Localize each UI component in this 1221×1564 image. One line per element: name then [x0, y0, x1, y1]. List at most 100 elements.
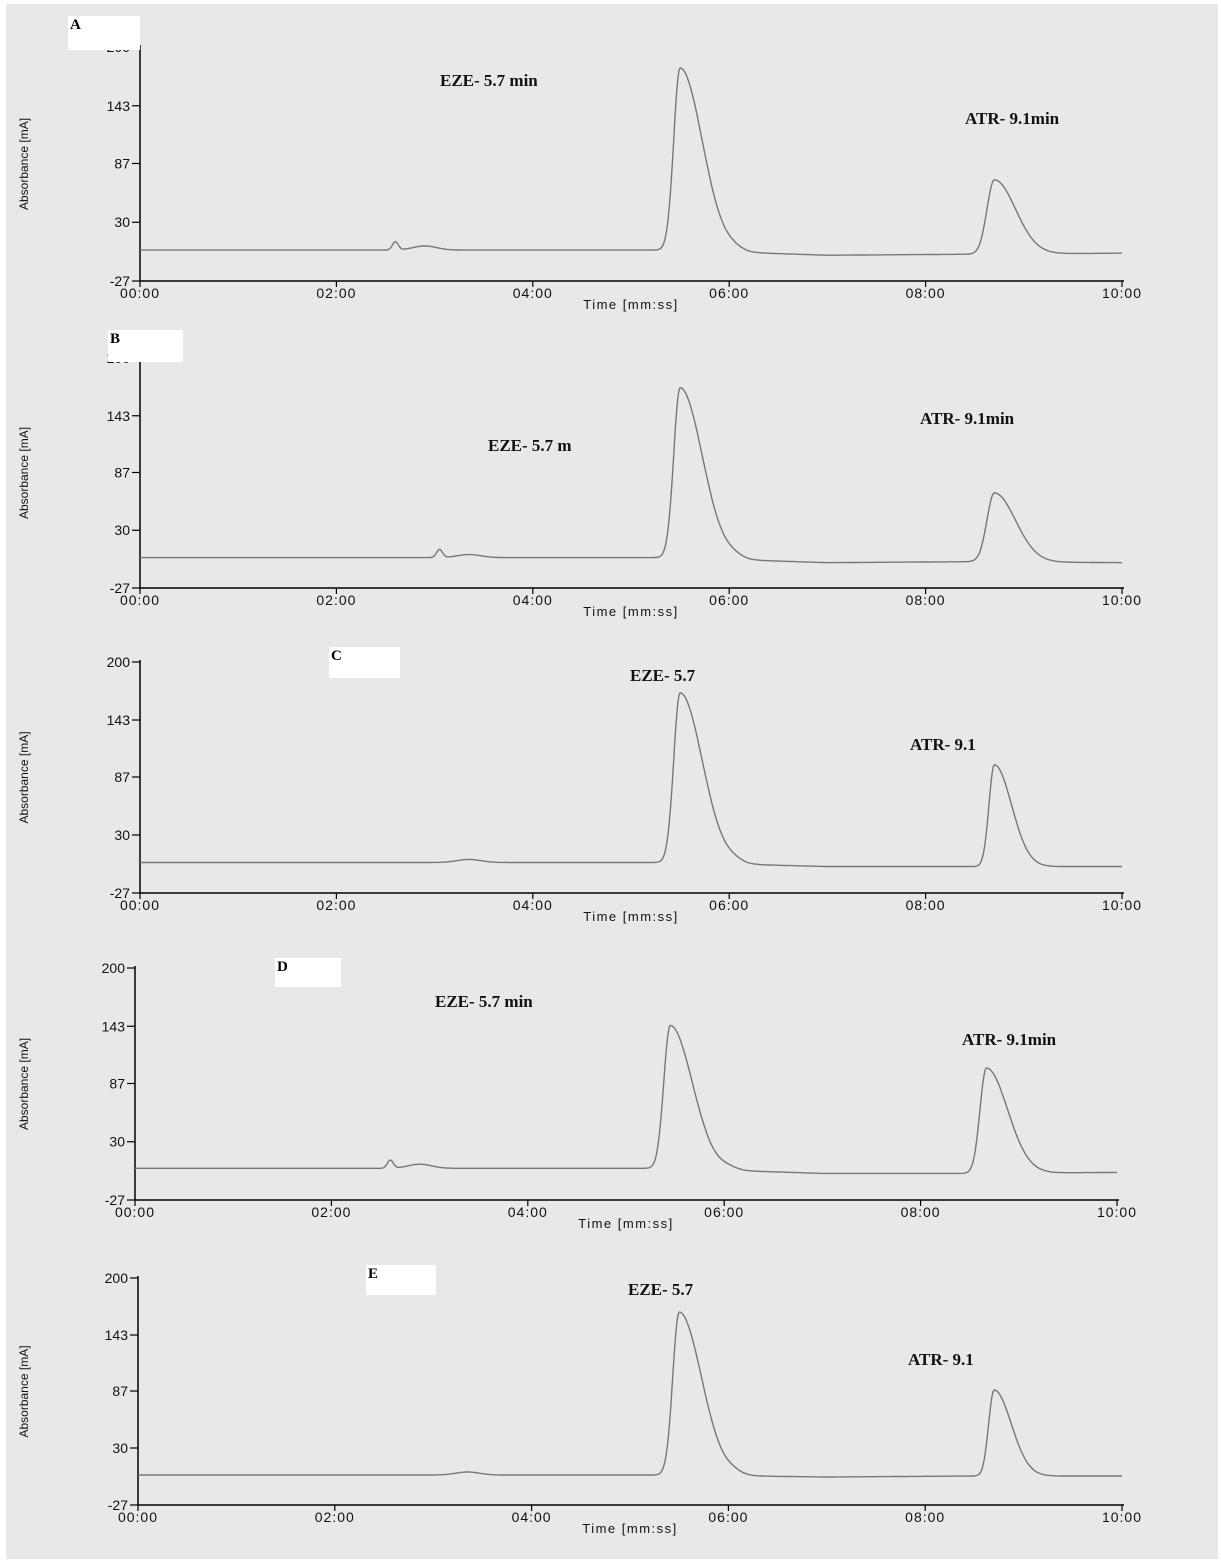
y-tick-label: 87 [109, 1075, 125, 1091]
y-tick-label: 87 [112, 1383, 128, 1399]
y-axis-label: Absorbance [mA] [17, 1038, 31, 1130]
y-tick-label: 200 [105, 1270, 129, 1286]
chromatogram-figure: 2001438730-2700:0002:0004:0006:0008:0010… [6, 4, 1218, 1559]
x-tick-label: 02:00 [315, 1509, 355, 1525]
x-axis-label: Time [mm:ss] [582, 1521, 678, 1536]
y-tick-label: -27 [108, 1497, 128, 1513]
panel-letter: C [331, 648, 342, 664]
panel-letter: E [368, 1266, 378, 1282]
x-tick-label: 06:00 [709, 285, 749, 301]
y-tick-label: 200 [102, 960, 126, 976]
x-tick-label: 08:00 [906, 285, 946, 301]
peak-annotation-atr: ATR- 9.1min [962, 1030, 1057, 1049]
y-tick-label: 143 [107, 98, 131, 114]
x-tick-label: 00:00 [120, 592, 160, 608]
panel-label-box [366, 1265, 436, 1295]
x-tick-label: 10:00 [1102, 1509, 1142, 1525]
x-tick-label: 06:00 [709, 592, 749, 608]
peak-annotation-atr: ATR- 9.1min [920, 409, 1015, 428]
y-tick-label: 30 [109, 1134, 125, 1150]
x-tick-label: 00:00 [118, 1509, 158, 1525]
y-tick-label: 30 [114, 214, 130, 230]
x-axis-label: Time [mm:ss] [583, 604, 679, 619]
y-axis-label: Absorbance [mA] [17, 1345, 31, 1437]
peak-apex-atr [993, 764, 995, 766]
peak-apex-eze [679, 387, 681, 389]
panel-label-box [329, 647, 400, 678]
x-tick-label: 06:00 [704, 1204, 744, 1220]
y-tick-label: 30 [114, 522, 130, 538]
x-tick-label: 04:00 [513, 592, 553, 608]
x-tick-label: 04:00 [513, 285, 553, 301]
x-axis-label: Time [mm:ss] [578, 1216, 674, 1231]
x-tick-label: 06:00 [709, 897, 749, 913]
y-tick-label: -27 [105, 1192, 125, 1208]
x-tick-label: 04:00 [508, 1204, 548, 1220]
x-tick-label: 02:00 [316, 285, 356, 301]
peak-annotation-eze: EZE- 5.7 min [440, 71, 538, 90]
x-tick-label: 08:00 [906, 897, 946, 913]
x-tick-label: 00:00 [120, 897, 160, 913]
y-tick-label: -27 [110, 273, 130, 289]
absorbance-trace [140, 386, 1122, 564]
x-tick-label: 06:00 [708, 1509, 748, 1525]
peak-apex-atr [985, 1067, 987, 1069]
y-tick-label: 30 [112, 1440, 128, 1456]
x-tick-label: 10:00 [1102, 285, 1142, 301]
peak-apex-eze [669, 1024, 671, 1026]
peak-apex-atr [993, 1389, 995, 1391]
y-tick-label: 30 [114, 827, 130, 843]
peak-annotation-eze: EZE- 5.7 min [435, 992, 533, 1011]
absorbance-trace [135, 1024, 1117, 1175]
x-tick-label: 02:00 [316, 897, 356, 913]
y-tick-label: 143 [107, 408, 131, 424]
x-tick-label: 00:00 [120, 285, 160, 301]
y-tick-label: 200 [107, 654, 131, 670]
chromatogram-panel-b: 2001438730-2700:0002:0004:0006:0008:0010… [17, 330, 1142, 619]
peak-apex-atr [993, 492, 995, 494]
panel-label-box [108, 330, 183, 362]
peak-annotation-atr: ATR- 9.1 [910, 735, 976, 754]
x-axis-label: Time [mm:ss] [583, 297, 679, 312]
absorbance-trace [140, 67, 1122, 256]
x-tick-label: 02:00 [311, 1204, 351, 1220]
y-tick-label: -27 [110, 885, 130, 901]
panel-label-box [68, 16, 140, 50]
chromatogram-svg: 2001438730-2700:0002:0004:0006:0008:0010… [17, 16, 1142, 1536]
peak-annotation-eze: EZE- 5.7 m [488, 436, 572, 455]
x-tick-label: 04:00 [513, 897, 553, 913]
absorbance-trace [140, 692, 1122, 868]
peak-annotation-atr: ATR- 9.1min [965, 109, 1060, 128]
x-tick-label: 10:00 [1097, 1204, 1137, 1220]
y-tick-label: 143 [102, 1018, 126, 1034]
x-axis-label: Time [mm:ss] [583, 909, 679, 924]
panel-letter: D [277, 959, 288, 975]
peak-annotation-eze: EZE- 5.7 [630, 666, 696, 685]
y-axis-label: Absorbance [mA] [17, 118, 31, 210]
x-tick-label: 04:00 [512, 1509, 552, 1525]
y-tick-label: 87 [114, 769, 130, 785]
peak-apex-atr [993, 179, 995, 181]
panel-letter: A [70, 17, 81, 33]
peak-annotation-eze: EZE- 5.7 [628, 1280, 694, 1299]
peak-apex-eze [679, 67, 681, 69]
chromatogram-panel-a: 2001438730-2700:0002:0004:0006:0008:0010… [17, 16, 1142, 312]
panel-label-box [275, 958, 341, 987]
absorbance-trace [138, 1311, 1122, 1478]
y-tick-label: 87 [114, 155, 130, 171]
y-axis-label: Absorbance [mA] [17, 731, 31, 823]
y-axis-label: Absorbance [mA] [17, 427, 31, 519]
x-tick-label: 10:00 [1102, 592, 1142, 608]
peak-apex-eze [679, 692, 681, 694]
x-tick-label: 10:00 [1102, 897, 1142, 913]
x-tick-label: 08:00 [901, 1204, 941, 1220]
y-tick-label: 143 [105, 1327, 129, 1343]
y-tick-label: 143 [107, 712, 131, 728]
y-tick-label: 87 [114, 464, 130, 480]
panel-letter: B [110, 331, 120, 347]
peak-apex-eze [678, 1311, 680, 1313]
x-tick-label: 08:00 [906, 592, 946, 608]
x-tick-label: 00:00 [115, 1204, 155, 1220]
